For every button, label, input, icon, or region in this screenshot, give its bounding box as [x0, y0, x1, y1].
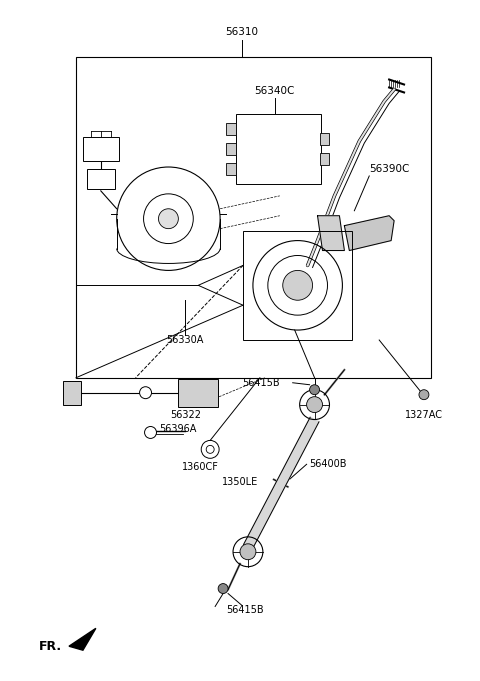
Circle shape — [144, 426, 156, 439]
Circle shape — [140, 387, 152, 398]
Bar — [320, 133, 329, 145]
Bar — [87, 169, 115, 189]
Text: 56415B: 56415B — [242, 378, 280, 387]
Circle shape — [307, 396, 323, 413]
Polygon shape — [69, 629, 96, 650]
Polygon shape — [243, 417, 319, 549]
Text: 56390C: 56390C — [369, 164, 409, 174]
Text: FR.: FR. — [39, 639, 62, 652]
Bar — [226, 163, 236, 175]
Bar — [76, 57, 431, 378]
Text: 56415B: 56415B — [226, 605, 264, 616]
Text: 56396A: 56396A — [160, 424, 197, 434]
Bar — [226, 123, 236, 136]
Polygon shape — [318, 216, 344, 251]
Text: 56310: 56310 — [226, 27, 259, 37]
Text: 56330A: 56330A — [167, 335, 204, 345]
Bar — [63, 381, 81, 405]
Bar — [243, 231, 352, 340]
Circle shape — [310, 385, 320, 395]
Bar — [226, 143, 236, 155]
Polygon shape — [344, 216, 394, 251]
Circle shape — [283, 270, 312, 300]
Bar — [236, 114, 321, 184]
Text: 1350LE: 1350LE — [222, 477, 258, 487]
Bar — [179, 379, 218, 407]
Circle shape — [158, 209, 179, 229]
Text: 1360CF: 1360CF — [182, 462, 219, 472]
Bar — [320, 153, 329, 165]
Text: 56340C: 56340C — [254, 86, 295, 97]
Text: 1327AC: 1327AC — [405, 409, 443, 419]
Bar — [83, 137, 119, 161]
Text: 56322: 56322 — [170, 409, 201, 419]
Circle shape — [419, 390, 429, 400]
Text: 56400B: 56400B — [310, 459, 347, 469]
Circle shape — [218, 584, 228, 594]
Circle shape — [240, 544, 256, 560]
